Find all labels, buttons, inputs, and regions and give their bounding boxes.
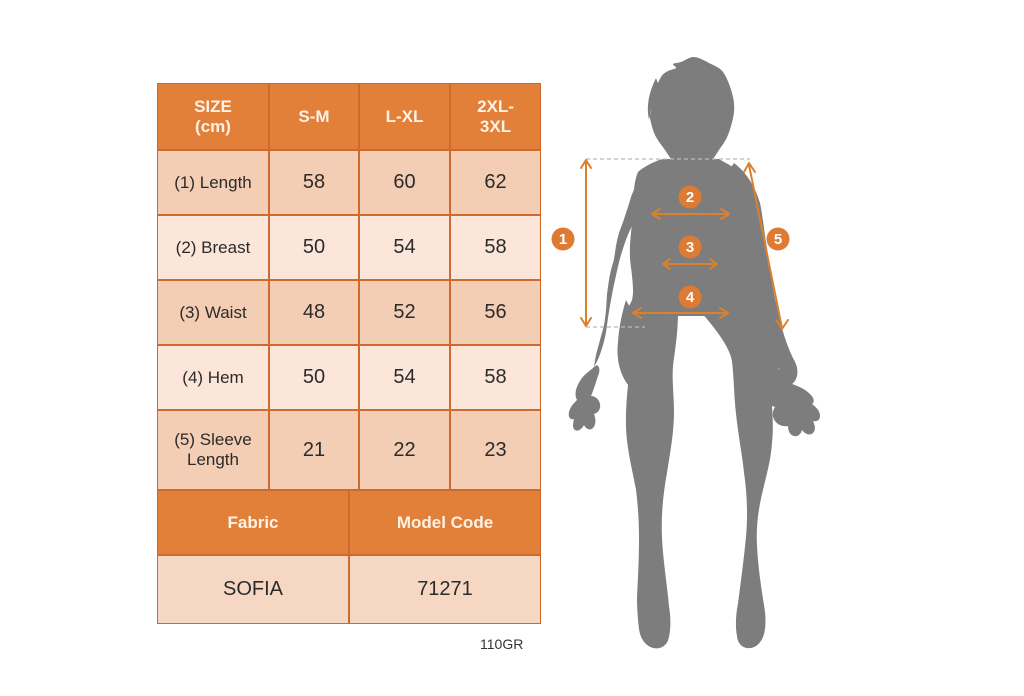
svg-text:2: 2 — [686, 189, 694, 206]
svg-text:1: 1 — [559, 231, 567, 248]
svg-text:4: 4 — [686, 289, 695, 306]
svg-text:5: 5 — [774, 231, 782, 248]
svg-text:3: 3 — [686, 239, 694, 256]
